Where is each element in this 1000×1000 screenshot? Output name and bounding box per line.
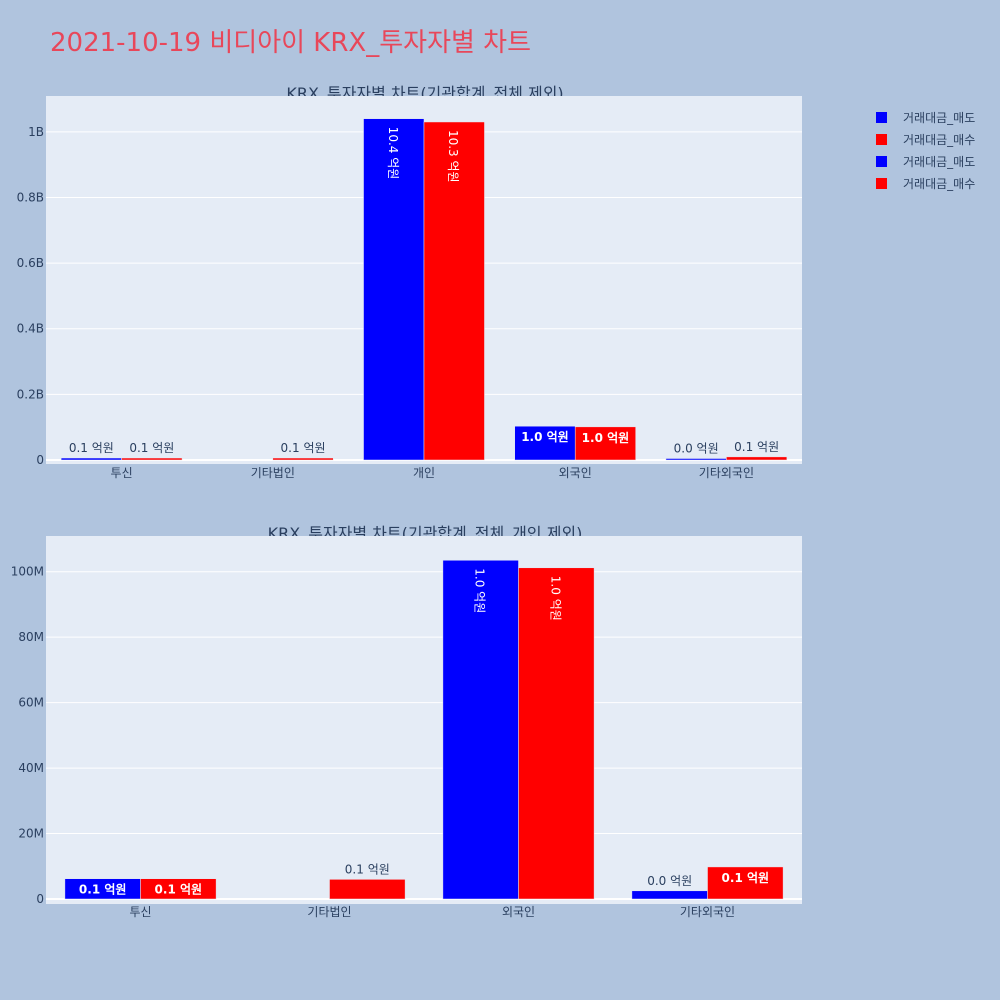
chart-2-title: KRX_투자자별 차트(기관합계_전체_개인 제외) bbox=[267, 524, 583, 543]
data-label: 0.1 억원 bbox=[155, 883, 203, 897]
y-tick-label: 0 bbox=[36, 892, 44, 906]
legend-label: 거래대금_매수 bbox=[903, 176, 976, 191]
bar bbox=[514, 425, 576, 461]
y-tick-label: 0 bbox=[36, 453, 44, 467]
data-label: 0.1 억원 bbox=[734, 440, 779, 454]
data-label: 0.1 억원 bbox=[79, 883, 127, 897]
data-label: 0.1 억원 bbox=[69, 441, 114, 455]
x-tick-label: 투신 bbox=[129, 905, 151, 919]
legend: 거래대금_매도 거래대금_매수 거래대금_매도 거래대금_매수 bbox=[876, 106, 975, 194]
legend-item[interactable]: 거래대금_매도 bbox=[876, 106, 975, 128]
x-tick-label: 기타외국인 bbox=[699, 466, 754, 480]
plot-background bbox=[46, 96, 802, 464]
legend-swatch bbox=[876, 111, 887, 123]
bar bbox=[631, 890, 708, 900]
legend-item[interactable]: 거래대금_매도 bbox=[876, 150, 975, 172]
bar bbox=[518, 567, 595, 900]
data-label: 0.1 억원 bbox=[129, 441, 174, 455]
data-label: 1.0 억원 bbox=[582, 431, 630, 445]
legend-swatch bbox=[876, 177, 887, 189]
bar bbox=[574, 426, 636, 461]
legend-label: 거래대금_매도 bbox=[903, 110, 976, 125]
data-label: 10.3 억원 bbox=[446, 130, 460, 183]
data-label: 0.1 억원 bbox=[722, 871, 770, 885]
y-tick-label: 100M bbox=[11, 565, 44, 579]
x-tick-label: 외국인 bbox=[559, 466, 592, 480]
data-label: 1.0 억원 bbox=[473, 568, 487, 613]
bar bbox=[665, 458, 727, 461]
plot-background bbox=[46, 536, 802, 904]
x-tick-label: 외국인 bbox=[502, 905, 535, 919]
data-label: 10.4 억원 bbox=[386, 127, 400, 180]
page-title: 2021-10-19 비디아이 KRX_투자자별 차트 bbox=[50, 28, 532, 58]
x-tick-label: 투신 bbox=[111, 466, 133, 480]
y-tick-label: 40M bbox=[18, 761, 44, 775]
x-tick-label: 기타법인 bbox=[251, 466, 295, 480]
y-tick-label: 0.6B bbox=[17, 256, 44, 270]
x-tick-label: 기타법인 bbox=[307, 905, 351, 919]
bar bbox=[707, 866, 784, 900]
y-tick-label: 0.2B bbox=[17, 387, 44, 401]
legend-item[interactable]: 거래대금_매수 bbox=[876, 172, 975, 194]
y-tick-label: 1B bbox=[28, 125, 44, 139]
data-label: 0.0 억원 bbox=[647, 874, 692, 888]
legend-label: 거래대금_매수 bbox=[903, 132, 976, 147]
y-tick-label: 0.8B bbox=[17, 190, 44, 204]
bar bbox=[329, 879, 406, 900]
data-label: 1.0 억원 bbox=[521, 430, 569, 444]
data-label: 0.0 억원 bbox=[674, 442, 719, 456]
legend-swatch bbox=[876, 133, 887, 145]
legend-label: 거래대금_매도 bbox=[903, 154, 976, 169]
bar bbox=[64, 878, 141, 900]
data-label: 0.1 억원 bbox=[345, 862, 390, 876]
bar bbox=[60, 457, 122, 461]
legend-swatch bbox=[876, 155, 887, 167]
x-tick-label: 개인 bbox=[413, 466, 435, 480]
bar bbox=[140, 878, 217, 900]
chart-1-title: KRX_투자자별 차트(기관합계_전체 제외) bbox=[286, 84, 564, 103]
legend-item[interactable]: 거래대금_매수 bbox=[876, 128, 975, 150]
x-tick-label: 기타외국인 bbox=[680, 905, 735, 919]
y-tick-label: 20M bbox=[18, 827, 44, 841]
bar bbox=[121, 457, 183, 461]
bar bbox=[363, 118, 425, 461]
y-tick-label: 0.4B bbox=[17, 322, 44, 336]
bar bbox=[423, 121, 485, 461]
y-tick-label: 80M bbox=[18, 630, 44, 644]
bar bbox=[442, 560, 519, 900]
y-tick-label: 60M bbox=[18, 696, 44, 710]
bar bbox=[272, 457, 334, 461]
bar bbox=[726, 456, 788, 461]
data-label: 0.1 억원 bbox=[281, 441, 326, 455]
data-label: 1.0 억원 bbox=[548, 576, 562, 621]
